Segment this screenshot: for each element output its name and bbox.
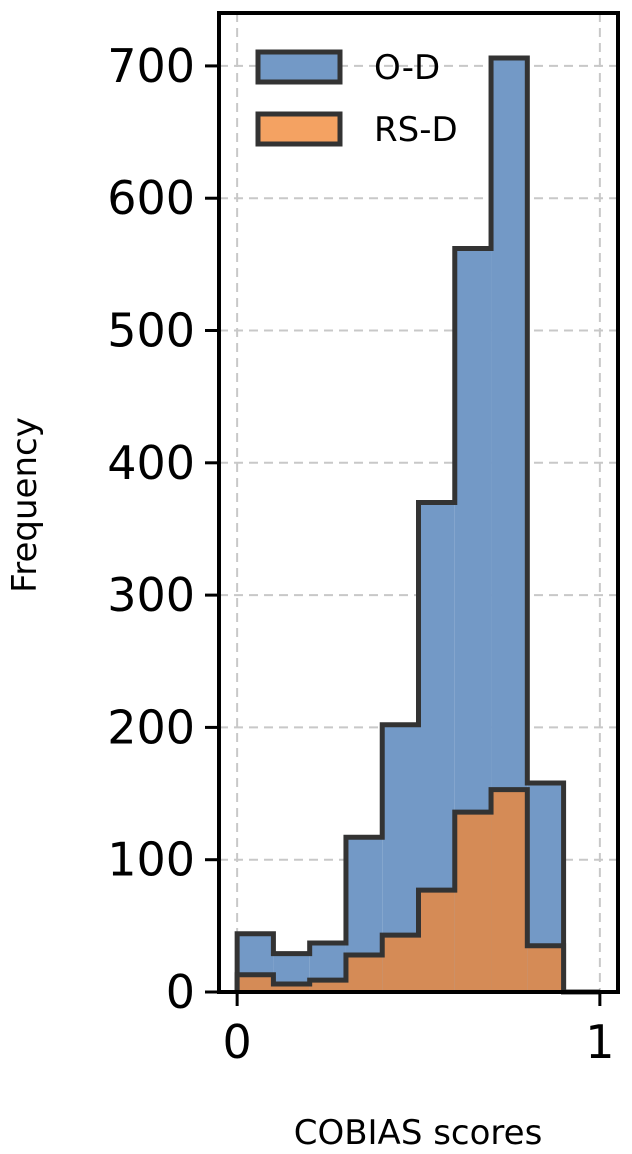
x-tick-label: 0 bbox=[222, 1015, 251, 1069]
bar bbox=[237, 974, 274, 992]
y-tick-label: 700 bbox=[107, 39, 195, 93]
bar bbox=[309, 980, 346, 992]
y-ticks: 0 100 200 300 400 500 600 700 bbox=[107, 39, 219, 1019]
y-tick-label: 400 bbox=[107, 436, 195, 490]
legend-swatch bbox=[255, 49, 343, 85]
y-tick-label: 0 bbox=[166, 965, 195, 1019]
x-tick-label: 1 bbox=[585, 1015, 614, 1069]
y-axis-label: Frequency bbox=[5, 417, 45, 593]
legend-swatch bbox=[255, 111, 343, 147]
y-tick-label: 300 bbox=[107, 568, 195, 622]
bar bbox=[345, 954, 383, 992]
series-RS-D bbox=[234, 787, 600, 995]
legend-label: O-D bbox=[374, 48, 440, 88]
bar bbox=[382, 935, 419, 992]
bar bbox=[273, 984, 310, 992]
x-axis-label: COBIAS scores bbox=[294, 1113, 543, 1153]
y-tick-label: 600 bbox=[107, 171, 195, 225]
y-tick-label: 500 bbox=[107, 304, 195, 358]
bar bbox=[418, 890, 455, 992]
y-tick-label: 100 bbox=[107, 833, 195, 887]
plot-frame bbox=[217, 11, 620, 994]
y-tick-label: 200 bbox=[107, 700, 195, 754]
bar bbox=[454, 812, 492, 992]
legend: O-D RS-D bbox=[255, 48, 458, 150]
bar bbox=[527, 945, 564, 992]
series-outline bbox=[234, 55, 600, 995]
bar bbox=[491, 789, 528, 992]
bars bbox=[234, 55, 600, 995]
legend-label: RS-D bbox=[374, 110, 458, 150]
series-outline bbox=[234, 787, 600, 995]
